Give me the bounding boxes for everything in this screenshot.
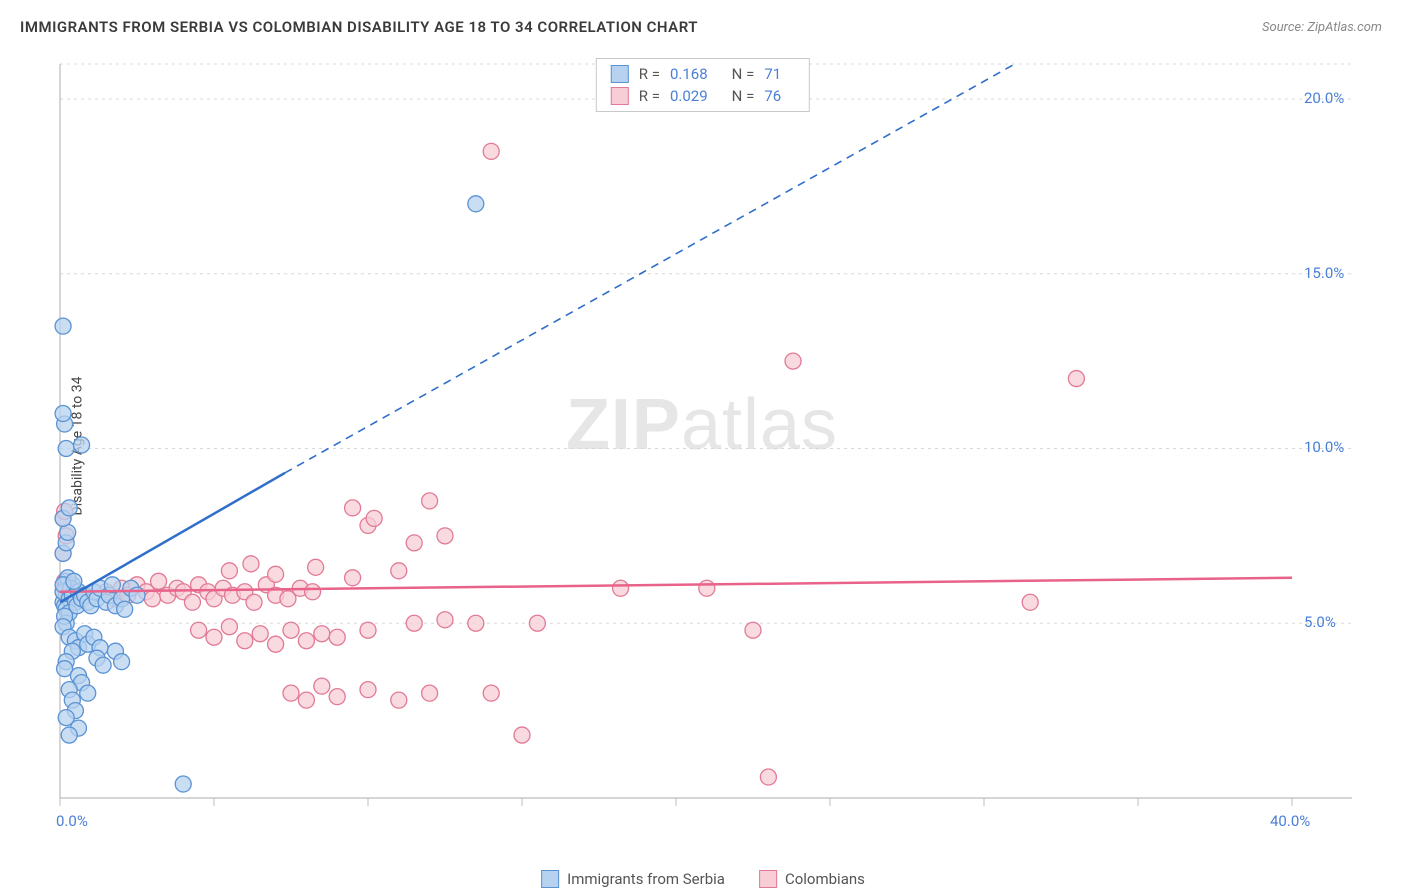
legend-item-colombians: Colombians [759, 870, 865, 888]
legend-item-serbia: Immigrants from Serbia [541, 870, 725, 888]
n-value-serbia: 71 [764, 65, 781, 83]
r-value-serbia: 0.168 [670, 65, 708, 83]
swatch-colombians [611, 87, 629, 105]
y-tick-label: 15.0% [1304, 264, 1344, 282]
stats-legend-box: R = 0.168 N = 71 R = 0.029 N = 76 [596, 58, 810, 112]
legend-label-serbia: Immigrants from Serbia [567, 870, 725, 888]
n-value-colombians: 76 [764, 87, 781, 105]
r-value-colombians: 0.029 [670, 87, 708, 105]
correlation-chart: IMMIGRANTS FROM SERBIA VS COLOMBIAN DISA… [0, 0, 1406, 892]
y-tick-label: 5.0% [1304, 613, 1336, 631]
y-tick-label: 20.0% [1304, 89, 1344, 107]
stats-row-serbia: R = 0.168 N = 71 [597, 63, 809, 85]
plot-area: ZIPatlas [52, 58, 1352, 838]
legend-label-colombians: Colombians [785, 870, 865, 888]
scatter-svg [52, 58, 1352, 838]
y-tick-label: 10.0% [1304, 438, 1344, 456]
stats-row-colombians: R = 0.029 N = 76 [597, 85, 809, 107]
chart-source: Source: ZipAtlas.com [1262, 20, 1382, 35]
legend-swatch-colombians [759, 870, 777, 888]
x-tick-label: 40.0% [1270, 812, 1310, 830]
x-tick-label: 0.0% [56, 812, 88, 830]
legend-swatch-serbia [541, 870, 559, 888]
chart-title: IMMIGRANTS FROM SERBIA VS COLOMBIAN DISA… [20, 18, 698, 36]
bottom-legend: Immigrants from Serbia Colombians [541, 870, 865, 888]
swatch-serbia [611, 65, 629, 83]
